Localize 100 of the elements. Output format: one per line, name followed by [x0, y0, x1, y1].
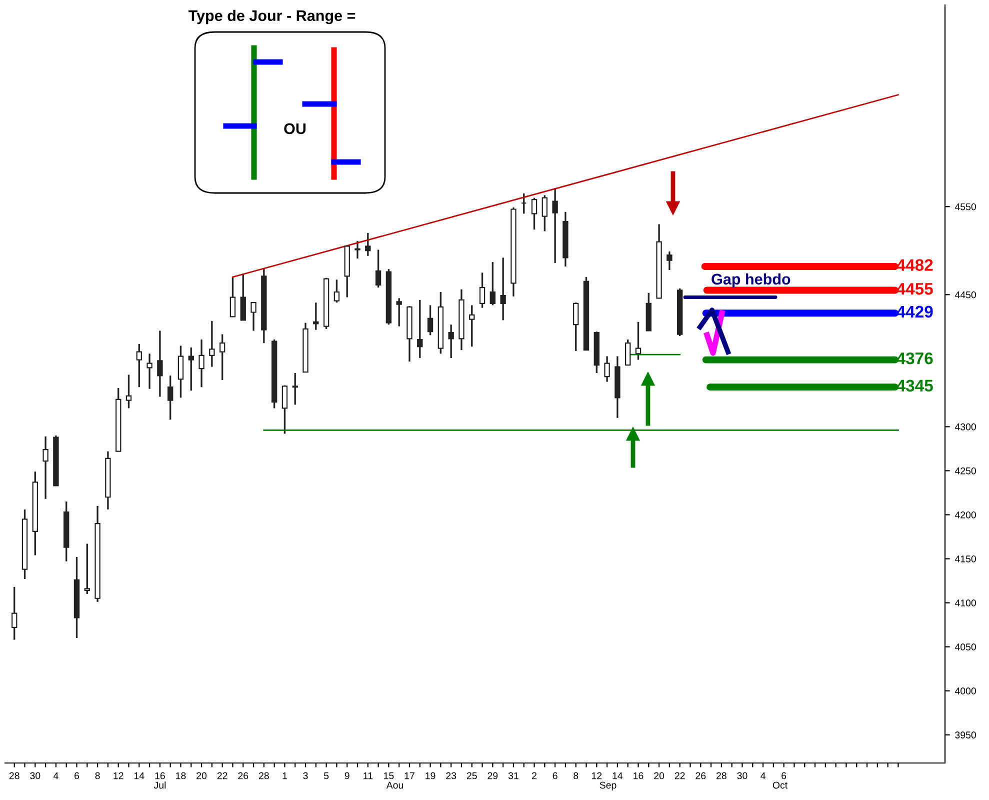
candlestick: [198, 338, 204, 388]
x-tick-label: 8: [574, 772, 578, 780]
x-tick-label: 1: [282, 772, 287, 780]
candlestick: [479, 272, 486, 309]
candlestick: [126, 374, 132, 410]
y-tick-label: 4250: [954, 467, 976, 474]
candlestick: [146, 352, 152, 390]
candlestick: [219, 333, 226, 381]
x-tick-label: 5: [324, 772, 329, 780]
x-tick-label: 6: [74, 772, 80, 780]
x-tick-label: 2: [532, 772, 536, 780]
candlestick: [188, 346, 194, 392]
candlestick: [573, 302, 579, 352]
candlestick: [354, 240, 360, 260]
candlestick: [635, 321, 642, 361]
x-tick-label: 12: [592, 772, 602, 780]
y-tick-label: 4150: [954, 555, 976, 562]
annotation: OU: [284, 123, 306, 134]
candlestick: [521, 192, 527, 214]
y-tick-label: 4450: [954, 291, 976, 298]
x-tick-label: 11: [364, 772, 372, 780]
x-tick-label: 25: [466, 772, 477, 780]
y-tick-label: 4200: [954, 511, 976, 518]
candlestick: [334, 278, 340, 304]
candlestick: [469, 304, 475, 348]
candlestick: [625, 338, 631, 366]
ref-line-label: 4482: [896, 259, 933, 271]
annotation: Type de Jour - Range =: [188, 10, 356, 24]
x-tick-label: 16: [634, 772, 644, 780]
candlestick: [240, 272, 246, 322]
x-tick-label: 19: [426, 772, 436, 780]
candlestick: [136, 343, 142, 388]
y-tick-label: 4300: [954, 423, 976, 430]
x-tick-label: 14: [134, 772, 144, 780]
candlestick: [375, 248, 382, 288]
x-tick-label: 28: [716, 772, 726, 780]
text: Sep: [600, 782, 616, 791]
x-tick-label: 8: [95, 772, 100, 780]
x-tick-label: 14: [612, 772, 623, 780]
candlestick: [448, 324, 454, 359]
x-tick-label: 26: [696, 772, 706, 780]
candlestick: [604, 355, 610, 383]
x-tick-label: 4: [53, 772, 58, 780]
candlestick: [157, 330, 163, 398]
ref-line-label: Gap hebdo: [712, 273, 790, 288]
x-tick-label: 20: [196, 772, 207, 780]
x-tick-label: 28: [259, 772, 269, 780]
candlestick: [178, 344, 184, 398]
y-tick-label: 3950: [955, 732, 976, 738]
x-tick-label: 16: [155, 772, 165, 780]
ref-line-label: 4376: [896, 352, 933, 364]
candlestick: [552, 187, 558, 264]
x-tick-label: 6: [782, 772, 786, 780]
x-tick-label: 22: [217, 772, 228, 780]
candlestick: [666, 250, 672, 271]
candlestick: [42, 436, 48, 500]
candlestick: [250, 302, 256, 332]
y-tick-label: 4550: [954, 203, 976, 210]
candlestick: [209, 320, 215, 368]
x-tick-label: 30: [737, 772, 748, 780]
x-tick-label: 22: [674, 772, 685, 780]
candlestick: [396, 297, 402, 328]
y-tick-label: 4000: [954, 688, 976, 694]
candlestick: [230, 276, 236, 318]
candlestick: [417, 299, 423, 359]
candlestick: [313, 302, 319, 331]
ref-line-label: 4429: [896, 306, 933, 318]
text: Jul: [154, 781, 166, 789]
candlestick: [500, 256, 506, 322]
candlestick: [282, 384, 288, 435]
candlestick: [542, 194, 548, 232]
x-tick-label: 17: [404, 772, 414, 780]
ref-line-label: 4345: [896, 380, 933, 392]
x-tick-label: 9: [344, 772, 350, 780]
x-tick-label: 3: [303, 772, 308, 780]
candlestick: [365, 232, 371, 257]
x-tick-label: 30: [30, 772, 40, 780]
x-tick-label: 31: [508, 772, 518, 780]
x-tick-label: 29: [488, 772, 498, 780]
x-tick-label: 15: [384, 772, 394, 780]
x-tick-label: 18: [176, 772, 186, 780]
x-tick-label: 6: [552, 772, 558, 780]
candlestick: [167, 374, 174, 420]
x-tick-label: 4: [760, 772, 766, 780]
candlestick: [427, 304, 434, 336]
candlestick: [490, 261, 496, 306]
text: Oct: [772, 782, 788, 789]
candlestick: [12, 586, 18, 641]
ref-line-label: 4455: [896, 283, 933, 295]
x-tick-label: 12: [114, 772, 124, 780]
x-tick-label: 20: [654, 772, 664, 780]
text: Aou: [386, 782, 404, 789]
y-tick-label: 4100: [954, 600, 976, 606]
y-tick-label: 4050: [954, 644, 976, 650]
x-tick-label: 26: [238, 772, 248, 780]
candlestick: [531, 196, 538, 230]
candlestick: [84, 542, 90, 595]
x-tick-label: 28: [9, 772, 20, 780]
candlestick: [292, 372, 298, 406]
x-tick-label: 23: [446, 772, 456, 780]
